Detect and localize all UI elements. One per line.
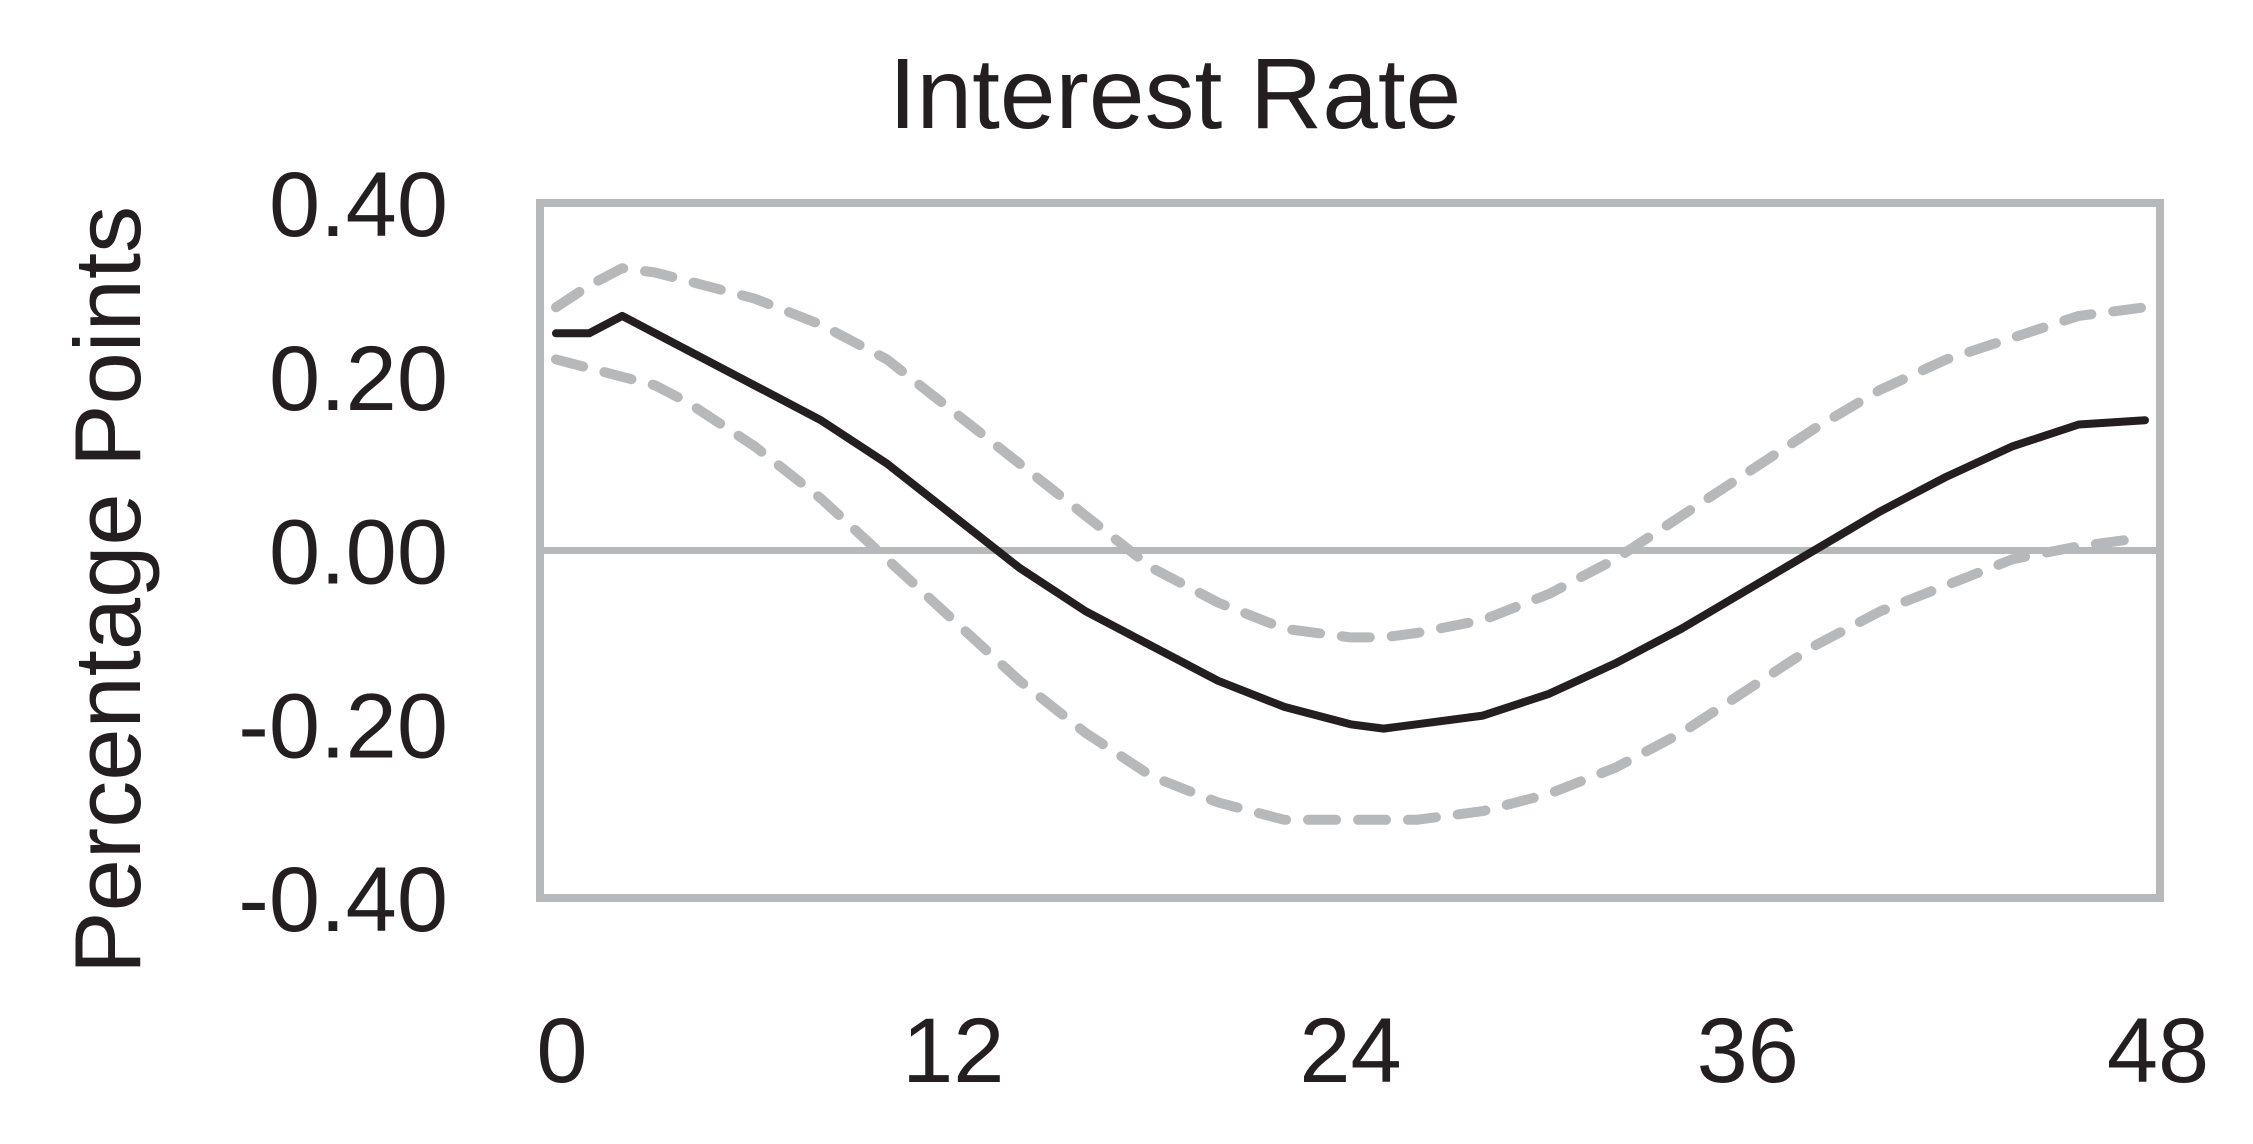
upper-band-line xyxy=(551,263,2150,643)
x-tick-labels: 0 12 24 36 48 xyxy=(536,1000,2209,1102)
x-tick-label: 36 xyxy=(1697,1000,1799,1102)
y-tick-labels: 0.40 0.20 0.00 -0.20 -0.40 xyxy=(238,154,448,951)
y-axis-label: Percentage Points xyxy=(55,206,160,974)
chart-title: Interest Rate xyxy=(889,38,1462,150)
y-tick-label: 0.00 xyxy=(269,502,448,604)
y-tick-label: -0.20 xyxy=(238,675,448,777)
series-layer xyxy=(551,263,2150,825)
x-tick-label: 0 xyxy=(536,1000,587,1102)
lower-band-line xyxy=(551,354,2150,825)
x-tick-label: 48 xyxy=(2107,1000,2209,1102)
estimate-line xyxy=(552,311,2149,733)
y-tick-label: 0.40 xyxy=(269,154,448,256)
x-tick-label: 12 xyxy=(902,1000,1004,1102)
x-tick-label: 24 xyxy=(1299,1000,1401,1102)
y-tick-label: 0.20 xyxy=(269,328,448,430)
y-tick-label: -0.40 xyxy=(238,849,448,951)
